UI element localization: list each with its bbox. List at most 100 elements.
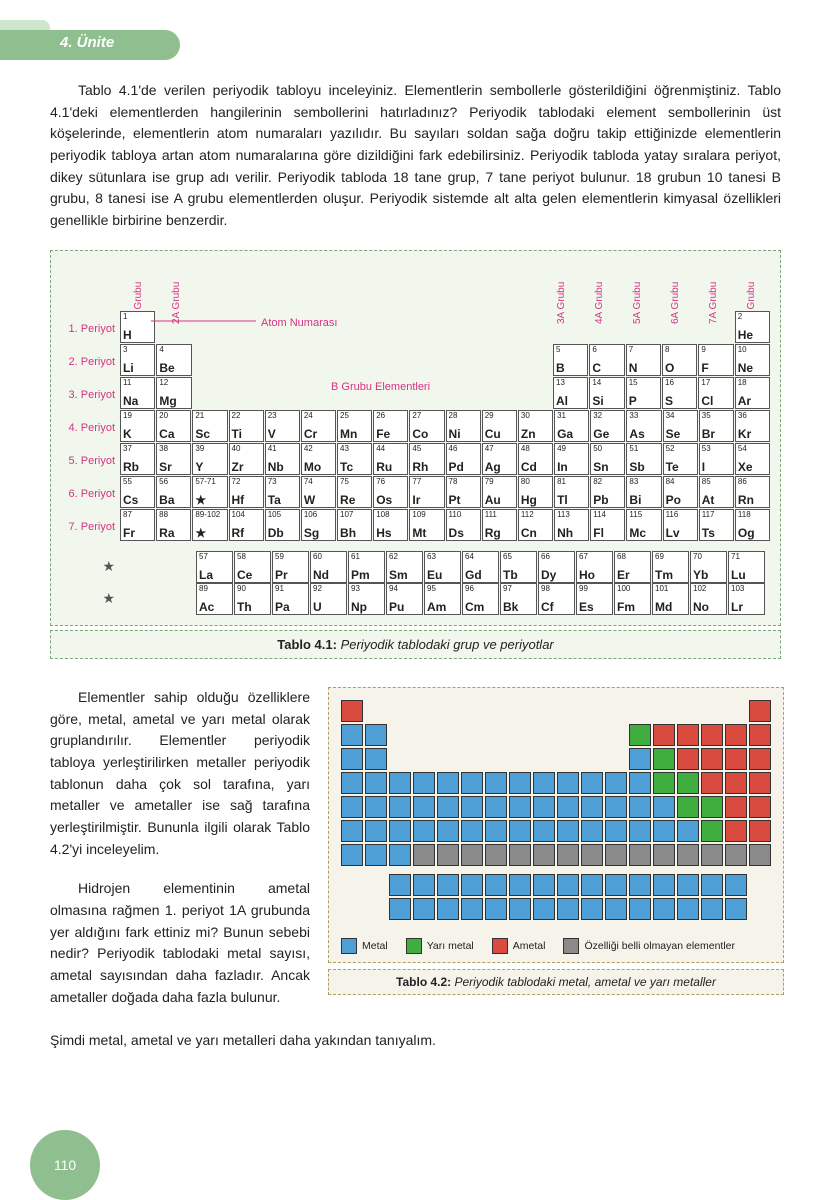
element-cell: 27Co: [409, 410, 444, 442]
element-cell: 95Am: [424, 583, 461, 615]
paragraph-3-b: Şimdi metal, ametal ve yarı metalleri da…: [50, 1030, 781, 1052]
periodic-table-panel: 1A Grubu2A Grubu3A Grubu4A Grubu5A Grubu…: [50, 250, 781, 626]
mini-cell: [461, 898, 483, 920]
mini-cell: [581, 874, 603, 896]
mini-cell: [653, 820, 675, 842]
mini-cell: [581, 844, 603, 866]
mini-cell: [629, 724, 651, 746]
unit-label: 4. Ünite: [60, 34, 114, 51]
period-label: 3. Periyot: [61, 389, 119, 409]
mini-cell: [749, 724, 771, 746]
mini-cell: [677, 772, 699, 794]
mini-cell: [509, 874, 531, 896]
legend-nonmetal-icon: [492, 938, 508, 954]
element-cell: 13Al: [553, 377, 588, 409]
element-cell: 108Hs: [373, 509, 408, 541]
element-cell: 65Tb: [500, 551, 537, 583]
element-cell: 12Mg: [156, 377, 191, 409]
element-cell: 82Pb: [590, 476, 625, 508]
mini-cell: [725, 898, 747, 920]
element-cell: 49In: [554, 443, 589, 475]
mini-cell: [437, 898, 459, 920]
element-cell: 114Fl: [590, 509, 625, 541]
mini-cell: [725, 844, 747, 866]
group-label: 5A Grubu: [632, 287, 643, 324]
element-cell: 93Np: [348, 583, 385, 615]
element-cell: 107Bh: [337, 509, 372, 541]
element-cell: 10Ne: [735, 344, 770, 376]
element-cell: 56Ba: [156, 476, 191, 508]
mini-cell: [413, 772, 435, 794]
paragraph-2: Elementler sahip olduğu özelliklere göre…: [50, 687, 310, 861]
element-cell: 118Og: [735, 509, 770, 541]
group-label: 4A Grubu: [594, 287, 605, 324]
mini-cell: [629, 898, 651, 920]
mini-cell: [413, 796, 435, 818]
element-cell: 78Pt: [446, 476, 481, 508]
element-cell: 104Rf: [229, 509, 264, 541]
element-cell: 87Fr: [120, 509, 155, 541]
element-cell: 116Lv: [663, 509, 698, 541]
mini-cell: [509, 844, 531, 866]
mini-cell: [557, 898, 579, 920]
element-cell: 31Ga: [554, 410, 589, 442]
mini-cell: [413, 898, 435, 920]
element-cell: 68Er: [614, 551, 651, 583]
period-label: 2. Periyot: [61, 356, 119, 376]
mini-cell: [653, 898, 675, 920]
mini-cell: [677, 724, 699, 746]
page-number: 110: [30, 1130, 100, 1200]
mini-cell: [533, 874, 555, 896]
element-cell: 98Cf: [538, 583, 575, 615]
period-label: 1. Periyot: [61, 323, 119, 343]
element-cell: 85At: [699, 476, 734, 508]
element-cell: 96Cm: [462, 583, 499, 615]
element-cell: 8O: [662, 344, 697, 376]
mini-cell: [653, 796, 675, 818]
element-cell: 36Kr: [735, 410, 770, 442]
element-cell: 79Au: [482, 476, 517, 508]
mini-cell: [341, 724, 363, 746]
mini-cell: [485, 874, 507, 896]
mini-cell: [725, 820, 747, 842]
mini-cell: [533, 898, 555, 920]
element-cell: 84Po: [663, 476, 698, 508]
legend-metal-icon: [341, 938, 357, 954]
element-cell: 64Gd: [462, 551, 499, 583]
group-label: 3A Grubu: [556, 287, 567, 324]
element-cell: 71Lu: [728, 551, 765, 583]
mini-cell: [413, 820, 435, 842]
mini-cell: [725, 748, 747, 770]
mini-cell: [605, 874, 627, 896]
annot-b-group: B Grubu Elementleri: [331, 381, 430, 393]
element-cell: 113Nh: [554, 509, 589, 541]
mini-cell: [677, 874, 699, 896]
element-cell: 62Sm: [386, 551, 423, 583]
element-cell: 89-102★: [192, 509, 227, 541]
element-cell: 6C: [589, 344, 624, 376]
period-label: 7. Periyot: [61, 521, 119, 541]
mini-cell: [365, 748, 387, 770]
element-cell: 57La: [196, 551, 233, 583]
mini-cell: [701, 772, 723, 794]
mini-cell: [701, 796, 723, 818]
element-cell: 26Fe: [373, 410, 408, 442]
mini-cell: [653, 874, 675, 896]
mini-cell: [533, 844, 555, 866]
mini-cell: [365, 820, 387, 842]
element-cell: 74W: [301, 476, 336, 508]
paragraph-1: Tablo 4.1'de verilen periyodik tabloyu i…: [50, 80, 781, 232]
mini-periodic-legend-panel: Metal Yarı metal Ametal Özelliği belli o…: [328, 687, 784, 963]
mini-cell: [629, 874, 651, 896]
element-cell: 76Os: [373, 476, 408, 508]
element-cell: 83Bi: [626, 476, 661, 508]
mini-cell: [365, 844, 387, 866]
mini-cell: [653, 724, 675, 746]
mini-cell: [605, 772, 627, 794]
mini-cell: [725, 796, 747, 818]
element-cell: 106Sg: [301, 509, 336, 541]
mini-cell: [437, 844, 459, 866]
mini-cell: [629, 796, 651, 818]
element-cell: 80Hg: [518, 476, 553, 508]
element-cell: 18Ar: [735, 377, 770, 409]
